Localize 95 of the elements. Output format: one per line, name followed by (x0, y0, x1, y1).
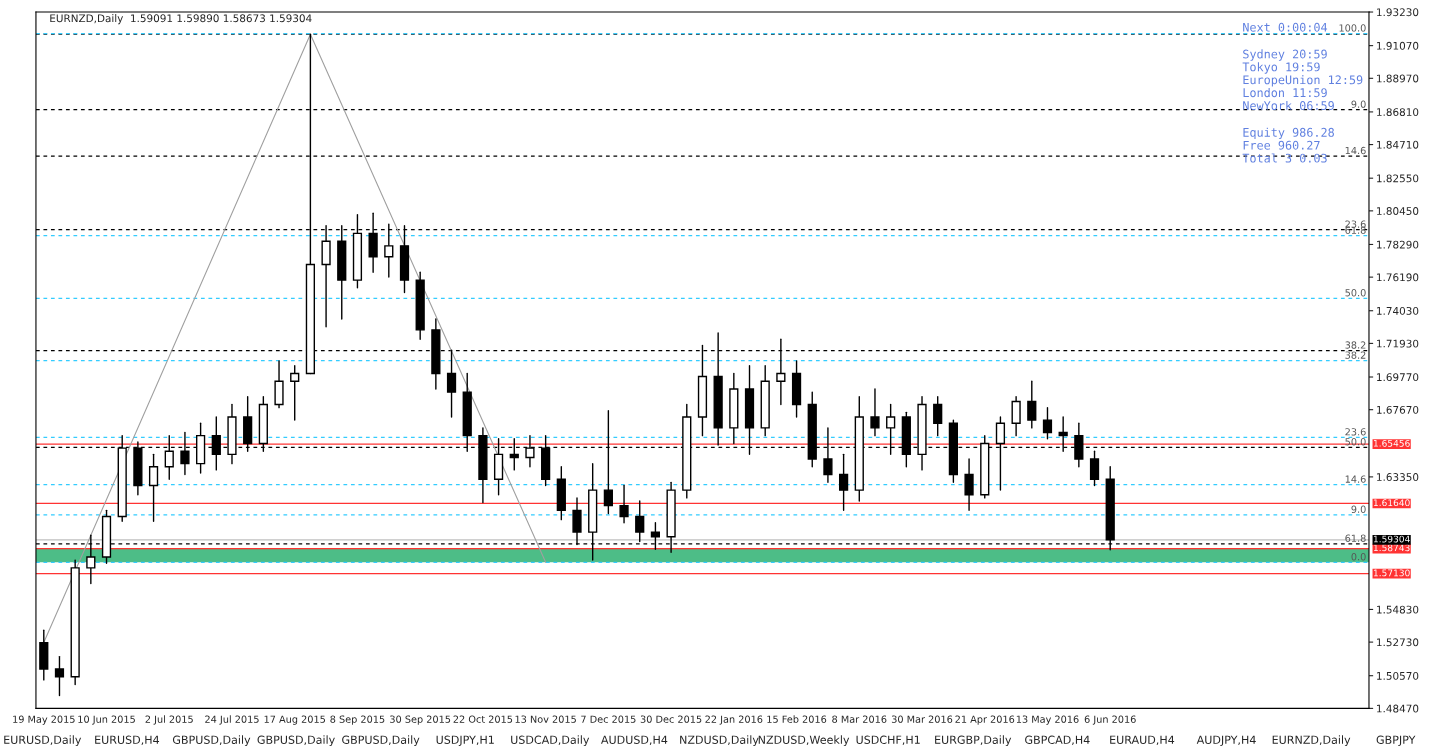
y-tick-label: 1.82550 (1377, 174, 1419, 183)
x-tick-label: 30 Mar 2016 (891, 715, 953, 723)
y-tick-label: 1.71930 (1377, 339, 1419, 348)
text: EURUSD,H4 (95, 735, 160, 746)
x-tick-label: 24 Jul 2015 (205, 715, 259, 725)
ref-line-label: 1.57130 (1373, 569, 1410, 577)
x-tick-label: 13 Nov 2015 (515, 715, 576, 723)
x-tick-label: 19 May 2015 (13, 715, 75, 725)
candlestick (619, 484, 629, 524)
annotation: 0.0 (1351, 553, 1366, 561)
candlestick (1027, 380, 1037, 429)
text: GBPJPY (1376, 735, 1416, 747)
y-tick-label: 1.80450 (1377, 207, 1419, 215)
y-tick-label: 1.67670 (1377, 405, 1419, 414)
x-tick-label: 7 Dec 2015 (581, 715, 636, 723)
x-tick-label: 6 Jun 2016 (1084, 715, 1136, 725)
text: NZDUSD,Daily (680, 735, 759, 747)
candlestick (635, 500, 645, 543)
y-tick-label: 1.63350 (1377, 473, 1419, 481)
annotation: 38.2 (1345, 351, 1366, 359)
x-tick-label: 2 Jul 2015 (145, 715, 193, 725)
y-tick-label: 1.52730 (1377, 638, 1419, 647)
y-tick-label: 1.69770 (1377, 373, 1419, 382)
text: USDJPY,H1 (436, 735, 494, 747)
x-tick-label: 17 Aug 2015 (264, 715, 325, 725)
x-tick-label: 8 Sep 2015 (330, 715, 385, 725)
annotation: 9.0 (1351, 100, 1366, 108)
annotation: 14.6 (1345, 146, 1366, 155)
annotation: 9.0 (1351, 505, 1366, 513)
text: GBPUSD,Daily (172, 735, 251, 747)
x-tick-label: 21 Apr 2016 (955, 715, 1015, 725)
x-tick-label: 8 Mar 2016 (832, 715, 887, 723)
chart-title: EURNZD,Daily 1.59091 1.59890 1.58673 1.59304 (50, 14, 312, 25)
text: USDCAD,Daily (511, 735, 590, 747)
x-tick-label: 30 Dec 2015 (640, 715, 702, 723)
candlestick (964, 458, 974, 512)
x-tick-label: 15 Feb 2016 (767, 715, 827, 723)
candlestick (870, 388, 880, 437)
candlestick (54, 655, 65, 697)
annotation: NewYork 06:59 (1243, 100, 1334, 111)
candlestick (933, 396, 943, 437)
candlestick (1011, 396, 1021, 437)
ref-line-label: 1.59304 (1373, 535, 1410, 543)
annotation: Free 960.27 (1243, 140, 1320, 150)
text: GBPUSD,Daily (342, 735, 420, 747)
y-tick-label: 1.76190 (1377, 273, 1419, 282)
x-tick-label: 22 Oct 2015 (453, 715, 513, 723)
text: AUDUSD,H4 (601, 735, 668, 746)
x-tick-label: 13 May 2016 (1016, 715, 1079, 725)
y-tick-label: 1.84710 (1377, 140, 1419, 149)
annotation: Equity 986.28 (1243, 127, 1334, 140)
text: USDCHF,H1 (856, 735, 920, 746)
x-tick-label: 10 Jun 2015 (78, 715, 135, 725)
text: EURNZD,Daily (1272, 735, 1351, 747)
annotation: Sydney 20:59 (1243, 49, 1327, 61)
y-tick-label: 1.50570 (1377, 671, 1419, 680)
candlestick (148, 453, 159, 522)
candlestick (1042, 406, 1053, 440)
text: EURUSD,Daily (4, 735, 82, 747)
annotation: 38.2 (1345, 341, 1366, 349)
y-tick-label: 1.54830 (1377, 605, 1419, 614)
y-tick-label: 1.93230 (1377, 8, 1419, 17)
candlestick (1089, 450, 1100, 487)
x-tick-label: 22 Jan 2016 (705, 715, 763, 725)
candlestick (838, 453, 849, 512)
y-tick-label: 1.91070 (1377, 41, 1419, 50)
y-tick-label: 1.48470 (1377, 704, 1419, 713)
annotation: 61.8 (1345, 226, 1366, 234)
text: GBPCAD,H4 (1025, 735, 1090, 746)
ref-line-label: 1.58743 (1373, 544, 1410, 552)
annotation: Next 0:00:04 (1243, 22, 1328, 32)
annotation: 14.6 (1345, 475, 1366, 483)
annotation: 23.6 (1345, 220, 1366, 228)
annotation: EuropeUnion 12:59 (1243, 75, 1363, 87)
annotation: Tokyo 19:59 (1242, 62, 1320, 74)
text: AUDJPY,H4 (1196, 735, 1256, 747)
y-tick-label: 1.86810 (1377, 108, 1419, 117)
text: EURAUD,H4 (1110, 735, 1175, 746)
annotation: 61.8 (1345, 534, 1366, 542)
y-tick-label: 1.74030 (1377, 306, 1419, 315)
text: NZDUSD,Weekly (758, 735, 850, 747)
candlestick (290, 364, 300, 421)
text: EURGBP,Daily (935, 735, 1012, 747)
y-tick-label: 1.78290 (1377, 240, 1419, 249)
x-tick-label: 30 Sep 2015 (390, 715, 451, 725)
ref-line-label: 1.61640 (1373, 499, 1410, 507)
annotation: 23.6 (1345, 428, 1366, 436)
annotation: Total 3 0.03 (1242, 153, 1327, 163)
y-tick-label: 1.88970 (1377, 74, 1419, 83)
annotation: 100.0 (1339, 24, 1366, 32)
ref-line-label: 1.65456 (1373, 439, 1410, 447)
text: GBPUSD,Daily (257, 735, 335, 747)
annotation: London 11:59 (1243, 88, 1327, 98)
annotation: 50.0 (1345, 289, 1366, 297)
candlestick (274, 360, 284, 409)
